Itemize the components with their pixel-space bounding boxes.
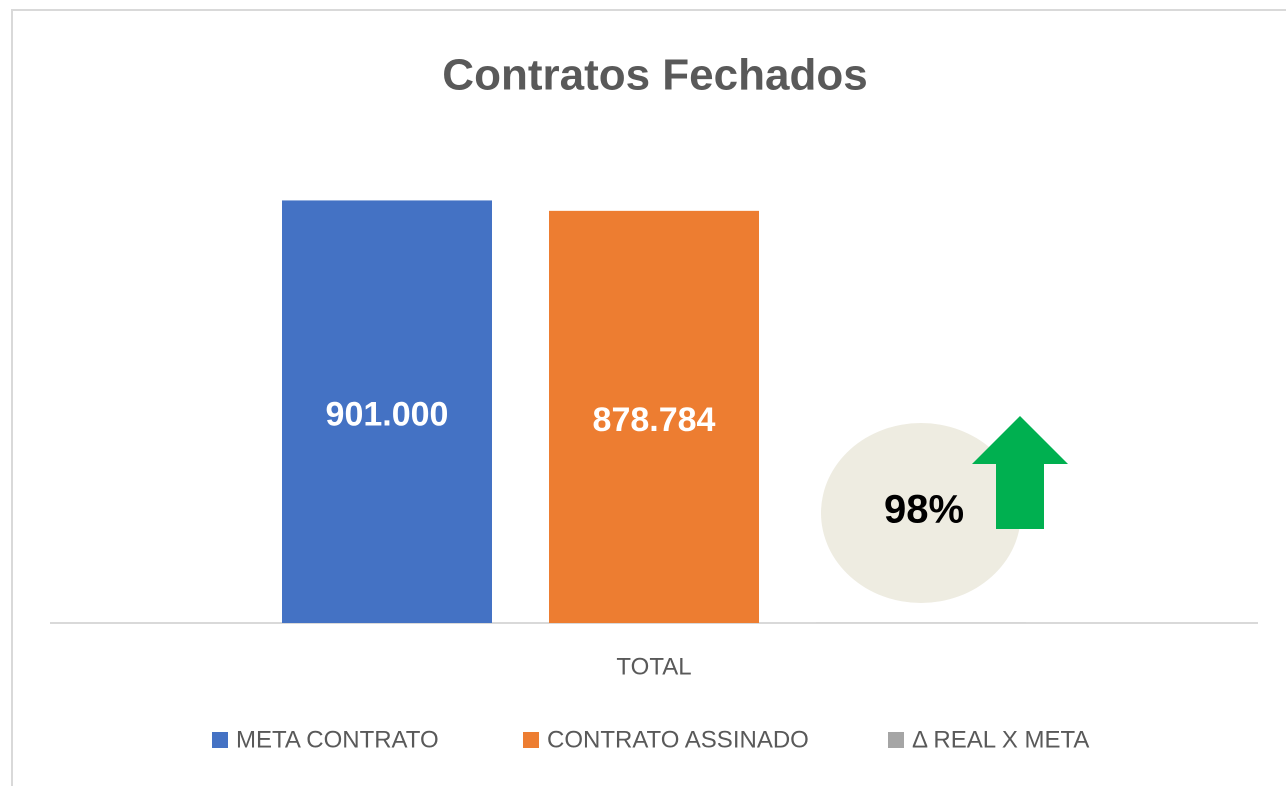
legend-label: META CONTRATO xyxy=(236,726,439,753)
legend-swatch xyxy=(888,732,904,748)
legend-label: Δ REAL X META xyxy=(912,726,1089,753)
x-tick-label: TOTAL xyxy=(616,653,691,680)
chart-title: Contratos Fechados xyxy=(442,51,867,100)
callout xyxy=(821,423,1021,603)
data-label: 878.784 xyxy=(593,401,716,439)
legend-label: CONTRATO ASSINADO xyxy=(547,726,809,753)
up-arrow xyxy=(972,416,1068,529)
legend-swatch xyxy=(523,732,539,748)
data-label: 901.000 xyxy=(326,396,449,434)
bar xyxy=(282,200,492,623)
data-label: 98% xyxy=(884,488,964,532)
legend-swatch xyxy=(212,732,228,748)
bar xyxy=(549,210,759,623)
